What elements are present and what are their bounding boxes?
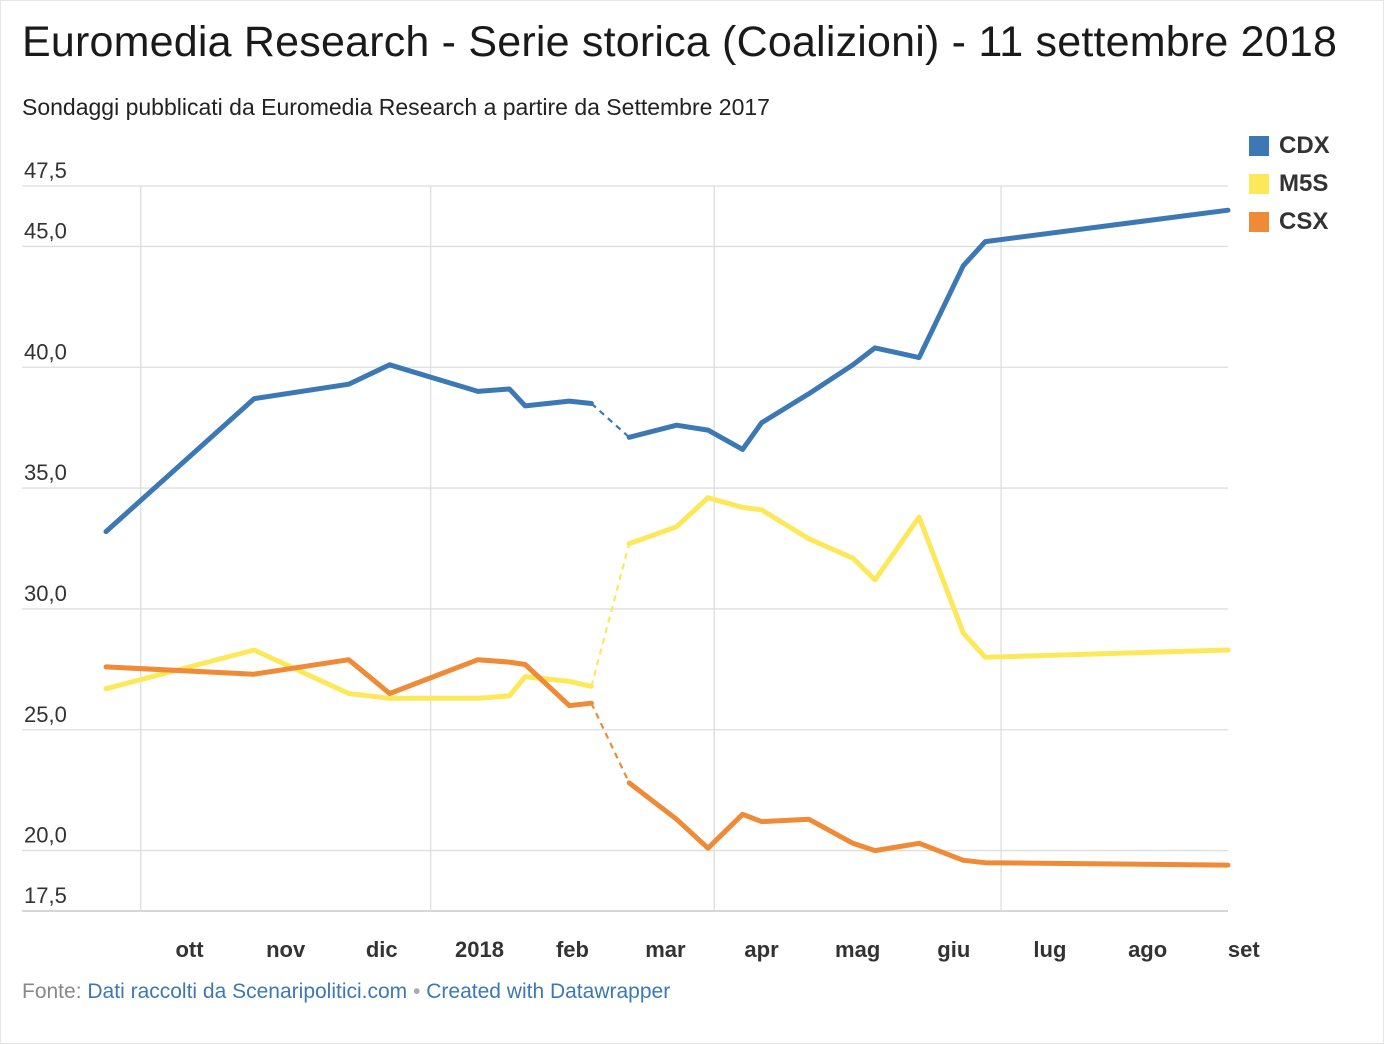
y-tick-label: 30,0	[24, 581, 67, 606]
x-tick-label: feb	[556, 937, 589, 962]
legend-item-m5s: M5S	[1249, 165, 1330, 203]
legend-item-csx: CSX	[1249, 203, 1330, 241]
series-line-csx	[626, 780, 1231, 868]
footer: Fonte: Dati raccolti da Scenaripolitici.…	[22, 980, 670, 1004]
series-line-cdx	[103, 362, 594, 535]
x-tick-label: lug	[1033, 937, 1066, 962]
legend-item-cdx: CDX	[1249, 127, 1330, 165]
footer-separator: •	[413, 980, 421, 1003]
source-prefix: Fonte:	[22, 980, 82, 1003]
y-tick-label: 17,5	[24, 883, 67, 908]
y-tick-label: 40,0	[24, 339, 67, 364]
chart-title: Euromedia Research - Serie storica (Coal…	[22, 18, 1338, 66]
legend-label-m5s: M5S	[1279, 170, 1329, 197]
legend-swatch-csx	[1249, 212, 1269, 232]
x-tick-label: giu	[937, 937, 970, 962]
x-tick-label: set	[1228, 937, 1260, 962]
y-tick-label: 20,0	[24, 823, 67, 848]
x-tick-label: dic	[366, 937, 398, 962]
x-tick-label: mar	[645, 937, 686, 962]
x-tick-label: ago	[1128, 937, 1167, 962]
legend: CDX M5S CSX	[1249, 127, 1330, 241]
y-tick-label: 35,0	[24, 460, 67, 485]
series-line-m5s-gap	[590, 543, 631, 687]
series-line-cdx-gap	[590, 402, 630, 439]
y-tick-label: 25,0	[24, 702, 67, 727]
x-tick-label: 2018	[455, 937, 504, 962]
series-line-m5s	[626, 495, 1231, 660]
source-link[interactable]: Dati raccolti da Scenaripolitici.com	[87, 980, 408, 1003]
series-line-csx-gap	[590, 702, 631, 784]
legend-swatch-m5s	[1249, 174, 1269, 194]
legend-label-csx: CSX	[1279, 208, 1329, 235]
x-tick-label: nov	[266, 937, 306, 962]
chart-subtitle: Sondaggi pubblicati da Euromedia Researc…	[22, 94, 770, 120]
datawrapper-link[interactable]: Created with Datawrapper	[426, 980, 671, 1003]
legend-swatch-cdx	[1249, 136, 1269, 156]
x-tick-label: mag	[835, 937, 880, 962]
legend-label-cdx: CDX	[1279, 132, 1330, 159]
y-tick-label: 45,0	[24, 218, 67, 243]
x-tick-label: ott	[175, 937, 204, 962]
series-line-m5s	[103, 647, 594, 701]
x-tick-label: apr	[744, 937, 779, 962]
y-tick-label: 47,5	[24, 158, 67, 183]
series-line-csx	[103, 657, 594, 709]
series-line-cdx	[626, 207, 1231, 452]
